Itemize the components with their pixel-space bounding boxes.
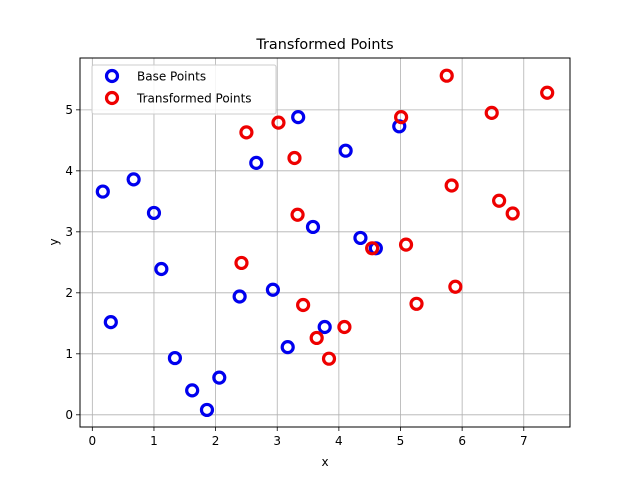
legend-box <box>91 64 277 115</box>
transformed-point <box>540 85 555 100</box>
chart-title: Transformed Points <box>255 37 393 53</box>
transformed-point <box>271 115 286 130</box>
x-tick-label: 4 <box>335 434 343 448</box>
y-tick-label: 4 <box>65 164 73 178</box>
legend-label: Transformed Points <box>136 91 252 105</box>
transformed-point <box>365 241 380 256</box>
base-point <box>146 205 162 221</box>
transformed-point <box>296 297 311 313</box>
transformed-point <box>309 330 324 346</box>
transformed-point <box>394 110 409 125</box>
x-tick-label: 5 <box>397 434 405 448</box>
legend: Base Points Transformed Points <box>91 64 277 115</box>
transformed-point <box>484 105 499 120</box>
transformed-point <box>290 207 305 222</box>
x-tick-label: 3 <box>273 434 281 448</box>
legend-label: Base Points <box>137 69 206 83</box>
axis-ticks: 0 1 2 3 4 5 6 7 0 1 2 3 4 5 <box>65 103 527 448</box>
x-tick-label: 7 <box>520 434 528 448</box>
transformed-point <box>439 68 454 83</box>
transformed-point <box>287 150 302 166</box>
transformed-point <box>492 193 507 208</box>
base-point <box>265 282 281 297</box>
transformed-point <box>409 296 424 311</box>
y-tick-label: 0 <box>65 408 73 422</box>
base-point <box>212 370 227 385</box>
base-point <box>103 314 118 330</box>
x-tick-label: 6 <box>458 434 466 448</box>
x-tick-label: 0 <box>89 434 97 448</box>
transformed-point <box>505 206 520 221</box>
data-points <box>95 68 555 418</box>
base-point <box>249 155 264 171</box>
legend-marker <box>104 90 120 106</box>
base-point <box>154 261 169 277</box>
x-tick-label: 2 <box>212 434 220 448</box>
x-axis-label: x <box>321 455 328 469</box>
base-point <box>317 319 332 335</box>
transformed-point <box>321 351 337 366</box>
y-tick-label: 3 <box>65 225 73 239</box>
base-point <box>280 340 295 355</box>
base-point <box>338 143 353 158</box>
y-tick-label: 1 <box>65 347 73 361</box>
base-point <box>291 110 306 125</box>
transformed-point <box>337 319 352 335</box>
transformed-point <box>398 237 414 252</box>
y-tick-label: 5 <box>65 103 73 117</box>
base-point <box>126 172 141 187</box>
legend-marker <box>104 68 120 84</box>
x-tick-label: 1 <box>150 434 158 448</box>
plot-frame <box>79 57 571 428</box>
transformed-point <box>239 125 254 140</box>
base-point <box>185 383 200 398</box>
transformed-point <box>234 255 249 271</box>
transformed-point <box>448 279 463 294</box>
base-point <box>95 184 110 199</box>
y-axis-label: y <box>47 238 61 245</box>
base-point <box>353 230 368 246</box>
transformed-point <box>444 178 459 193</box>
base-point <box>232 289 247 304</box>
base-point <box>199 402 215 418</box>
base-point <box>305 219 321 235</box>
y-tick-label: 2 <box>65 286 73 300</box>
base-point <box>167 350 183 366</box>
legend-entries: Base Points Transformed Points <box>104 68 252 106</box>
